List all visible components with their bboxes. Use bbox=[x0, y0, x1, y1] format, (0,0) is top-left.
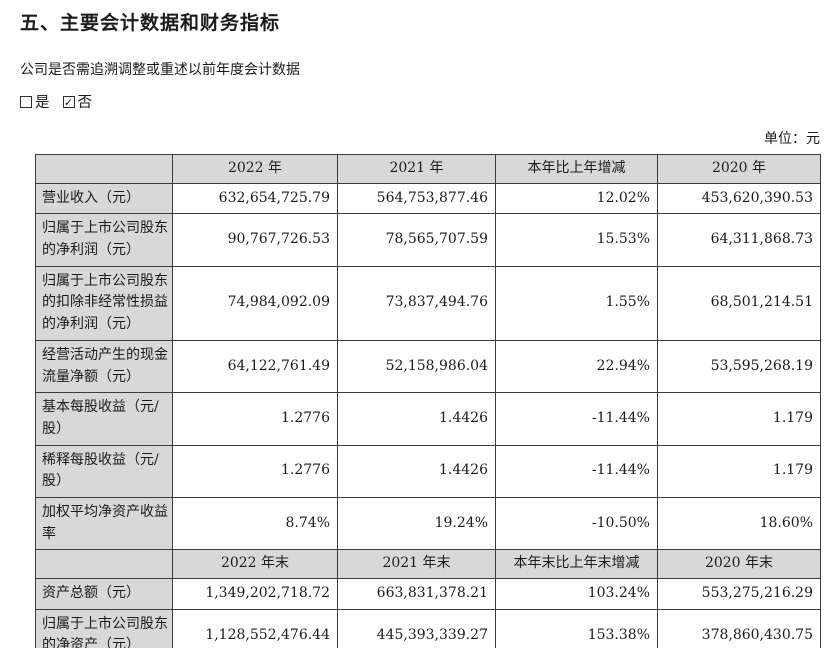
value-2021: 663,831,378.21 bbox=[337, 578, 496, 610]
section-title: 五、主要会计数据和财务指标 bbox=[20, 12, 281, 34]
financial-indicators-table: 2022 年 2021 年 本年比上年增减 2020 年 营业收入（元） 632… bbox=[35, 154, 821, 648]
value-2021: 73,837,494.76 bbox=[337, 265, 496, 341]
value-2022: 1,128,552,476.44 bbox=[172, 608, 338, 648]
value-2021: 445,393,339.27 bbox=[337, 608, 496, 648]
value-change: 153.38% bbox=[495, 608, 658, 648]
value-2020: 18.60% bbox=[657, 496, 821, 551]
value-2020: 68,501,214.51 bbox=[657, 265, 821, 341]
header-cell-2022: 2022 年 bbox=[172, 154, 338, 184]
row-label: 基本每股收益（元/股） bbox=[35, 392, 173, 446]
checkbox-checked-icon: ✓ bbox=[62, 95, 75, 109]
header-cell-change: 本年比上年增减 bbox=[495, 154, 658, 184]
checkbox-option-no: ✓ 否 bbox=[62, 91, 93, 112]
value-2021: 52,158,986.04 bbox=[337, 339, 496, 394]
unit-label: 单位：元 bbox=[764, 131, 820, 147]
value-2022: 8.74% bbox=[172, 496, 338, 551]
value-2021: 19.24% bbox=[337, 496, 496, 551]
header-cell-2021-end: 2021 年末 bbox=[337, 549, 496, 579]
table-row-revenue: 营业收入（元） 632,654,725.79 564,753,877.46 12… bbox=[35, 182, 821, 215]
table-row-basic-eps: 基本每股收益（元/股） 1.2776 1.4426 -11.44% 1.179 bbox=[35, 392, 821, 446]
value-2022: 90,767,726.53 bbox=[172, 213, 338, 267]
table-row-net-assets: 归属于上市公司股东的净资产（元） 1,128,552,476.44 445,39… bbox=[35, 608, 821, 648]
value-2022: 1,349,202,718.72 bbox=[172, 578, 338, 610]
row-label: 营业收入（元） bbox=[35, 182, 173, 215]
value-change: -10.50% bbox=[495, 496, 658, 551]
value-change: 15.53% bbox=[495, 213, 658, 267]
header-cell-2020: 2020 年 bbox=[657, 154, 821, 184]
value-2022: 1.2776 bbox=[172, 444, 338, 498]
value-2020: 53,595,268.19 bbox=[657, 339, 821, 394]
value-2020: 1.179 bbox=[657, 444, 821, 498]
table-row-weighted-roe: 加权平均净资产收益率 8.74% 19.24% -10.50% 18.60% bbox=[35, 496, 821, 551]
value-change: -11.44% bbox=[495, 444, 658, 498]
header-cell-eoy-change: 本年末比上年末增减 bbox=[495, 549, 658, 579]
header-cell-blank bbox=[35, 154, 173, 184]
table-row-net-profit: 归属于上市公司股东的净利润（元） 90,767,726.53 78,565,70… bbox=[35, 213, 821, 267]
value-2021: 1.4426 bbox=[337, 444, 496, 498]
value-change: 22.94% bbox=[495, 339, 658, 394]
value-change: 1.55% bbox=[495, 265, 658, 341]
value-change: -11.44% bbox=[495, 392, 658, 446]
value-2022: 632,654,725.79 bbox=[172, 182, 338, 215]
value-change: 103.24% bbox=[495, 578, 658, 610]
header-cell-2022-end: 2022 年末 bbox=[172, 549, 338, 579]
value-2020: 553,275,216.29 bbox=[657, 578, 821, 610]
table-row-total-assets: 资产总额（元） 1,349,202,718.72 663,831,378.21 … bbox=[35, 578, 821, 610]
row-label: 归属于上市公司股东的扣除非经常性损益的净利润（元） bbox=[35, 265, 173, 341]
checkbox-no-label: 否 bbox=[77, 95, 93, 111]
header-cell-2020-end: 2020 年末 bbox=[657, 549, 821, 579]
value-2020: 1.179 bbox=[657, 392, 821, 446]
checkbox-unchecked-icon bbox=[20, 95, 32, 108]
value-2021: 78,565,707.59 bbox=[337, 213, 496, 267]
header-cell-2021: 2021 年 bbox=[337, 154, 496, 184]
header-cell-blank bbox=[35, 549, 173, 579]
value-2022: 64,122,761.49 bbox=[172, 339, 338, 394]
row-label: 加权平均净资产收益率 bbox=[35, 496, 173, 551]
value-2022: 74,984,092.09 bbox=[172, 265, 338, 341]
value-change: 12.02% bbox=[495, 182, 658, 215]
row-label: 归属于上市公司股东的净利润（元） bbox=[35, 213, 173, 267]
row-label: 稀释每股收益（元/股） bbox=[35, 444, 173, 498]
value-2020: 378,860,430.75 bbox=[657, 608, 821, 648]
restatement-question: 公司是否需追溯调整或重述以前年度会计数据 bbox=[20, 62, 300, 78]
checkbox-option-yes: 是 bbox=[20, 91, 50, 112]
checkbox-yes-label: 是 bbox=[35, 95, 50, 111]
table-row-operating-cash-flow: 经营活动产生的现金流量净额（元） 64,122,761.49 52,158,98… bbox=[35, 339, 821, 394]
row-label: 归属于上市公司股东的净资产（元） bbox=[35, 608, 173, 648]
table-row-diluted-eps: 稀释每股收益（元/股） 1.2776 1.4426 -11.44% 1.179 bbox=[35, 444, 821, 498]
value-2020: 64,311,868.73 bbox=[657, 213, 821, 267]
value-2022: 1.2776 bbox=[172, 392, 338, 446]
value-2021: 564,753,877.46 bbox=[337, 182, 496, 215]
eoy-header-row: 2022 年末 2021 年末 本年末比上年末增减 2020 年末 bbox=[35, 549, 821, 579]
row-label: 经营活动产生的现金流量净额（元） bbox=[35, 339, 173, 394]
restatement-checkboxes: 是 ✓ 否 bbox=[20, 91, 830, 112]
value-2021: 1.4426 bbox=[337, 392, 496, 446]
table-row-net-profit-deducted: 归属于上市公司股东的扣除非经常性损益的净利润（元） 74,984,092.09 … bbox=[35, 265, 821, 341]
row-label: 资产总额（元） bbox=[35, 578, 173, 610]
value-2020: 453,620,390.53 bbox=[657, 182, 821, 215]
annual-header-row: 2022 年 2021 年 本年比上年增减 2020 年 bbox=[35, 154, 821, 184]
